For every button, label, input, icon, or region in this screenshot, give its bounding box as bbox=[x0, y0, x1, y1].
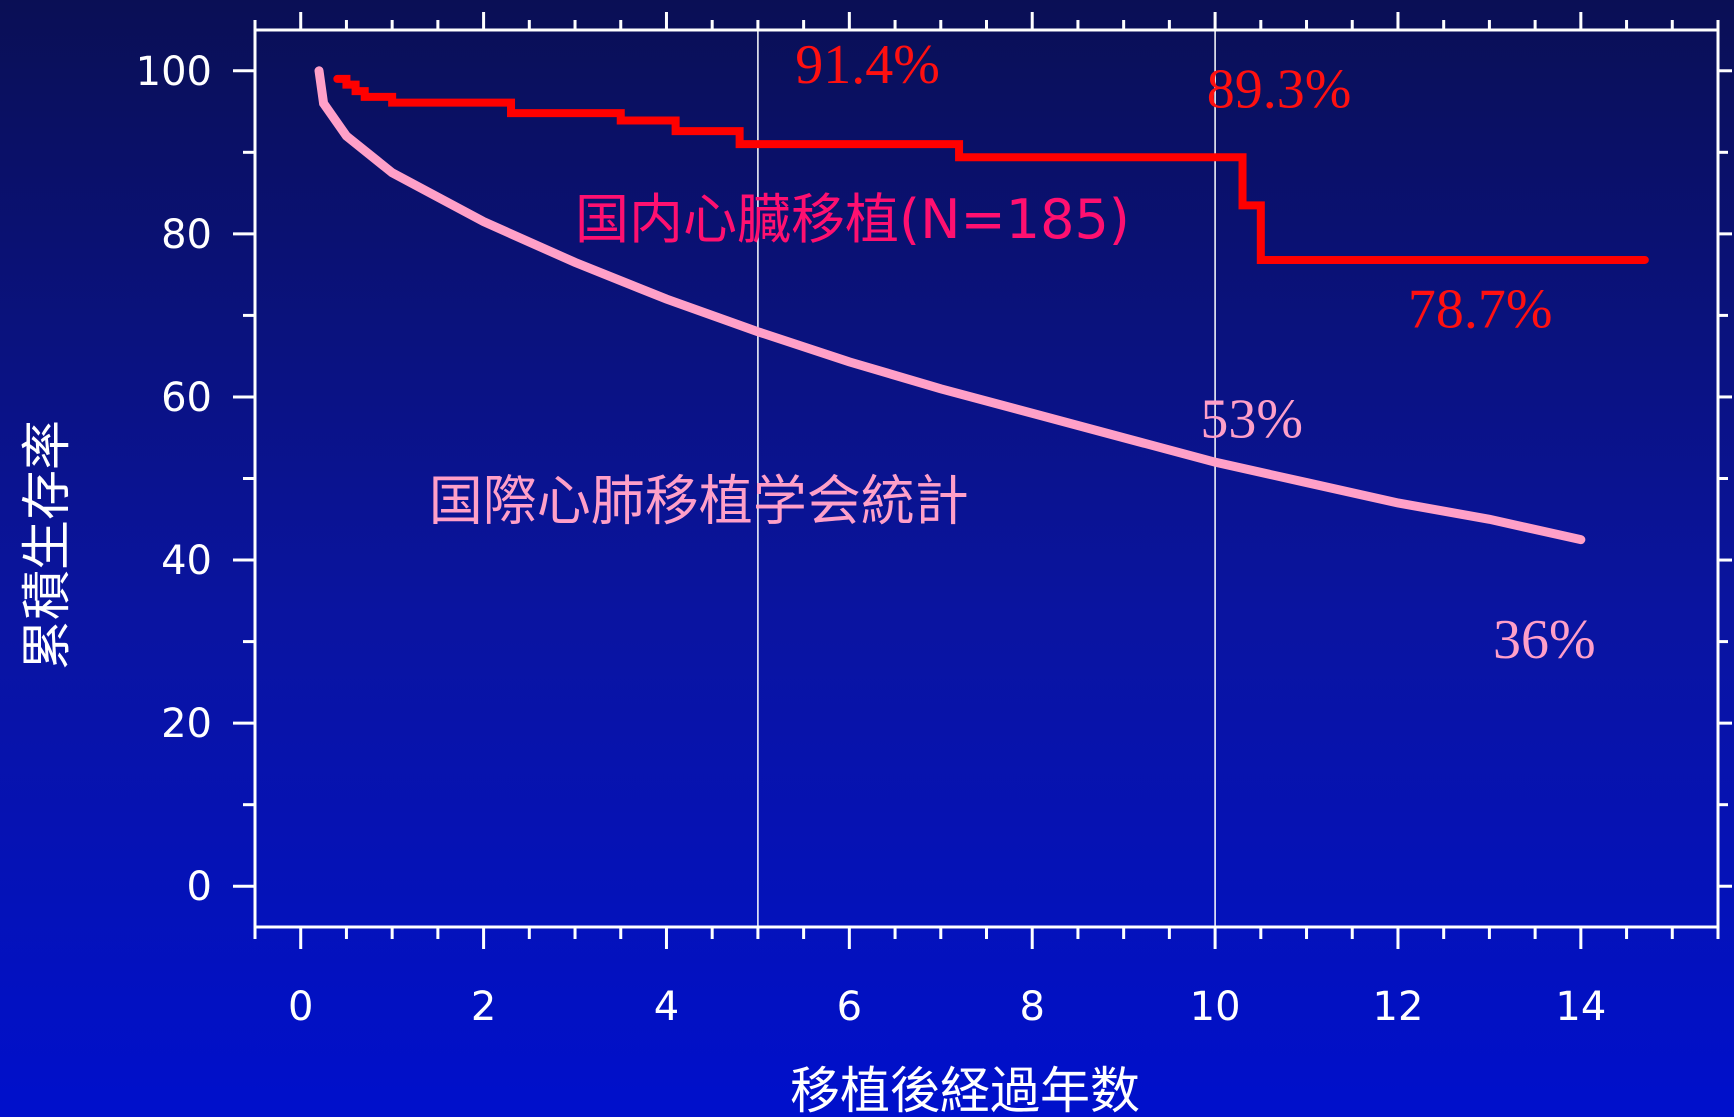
x-axis-title: 移植後経過年数 bbox=[790, 1062, 1140, 1117]
data-label: 78.7% bbox=[1408, 279, 1553, 341]
x-tick-label: 2 bbox=[471, 984, 496, 1030]
series-label: 国際心肺移植学会統計 bbox=[429, 469, 969, 532]
x-tick-label: 14 bbox=[1555, 984, 1606, 1030]
labels-layer: 91.4% 89.3% 78.7% 53% 36% 国内心臓移植(N=185) 国際心肺移植… bbox=[429, 34, 1596, 671]
reference-lines bbox=[757, 30, 1216, 927]
y-axis-title: 累積生存率 bbox=[18, 420, 76, 670]
series-line-international bbox=[314, 66, 1586, 545]
y-tick-label: 80 bbox=[161, 212, 212, 258]
x-tick-label: 6 bbox=[837, 984, 862, 1030]
x-tick-label: 12 bbox=[1373, 984, 1424, 1030]
series-layer bbox=[314, 66, 1649, 545]
series-line-domestic bbox=[333, 74, 1649, 264]
data-label: 91.4% bbox=[795, 34, 940, 96]
y-tick-label: 0 bbox=[187, 864, 212, 910]
x-tick-label: 10 bbox=[1190, 984, 1241, 1030]
x-tick-label: 4 bbox=[654, 984, 679, 1030]
y-tick-label: 100 bbox=[136, 49, 212, 95]
y-tick-label: 40 bbox=[161, 538, 212, 584]
data-label: 36% bbox=[1493, 609, 1596, 671]
series-label: 国内心臓移植(N=185) bbox=[575, 188, 1130, 251]
y-tick-label: 60 bbox=[161, 375, 212, 421]
data-label: 53% bbox=[1200, 389, 1303, 451]
x-tick-label: 0 bbox=[288, 984, 313, 1030]
x-tick-label: 8 bbox=[1019, 984, 1044, 1030]
axis-ticks: 0 2 4 6 8 10 12 14 0 20 40 60 80 100 bbox=[136, 12, 1732, 1030]
y-tick-label: 20 bbox=[161, 701, 212, 747]
data-label: 89.3% bbox=[1207, 58, 1352, 120]
